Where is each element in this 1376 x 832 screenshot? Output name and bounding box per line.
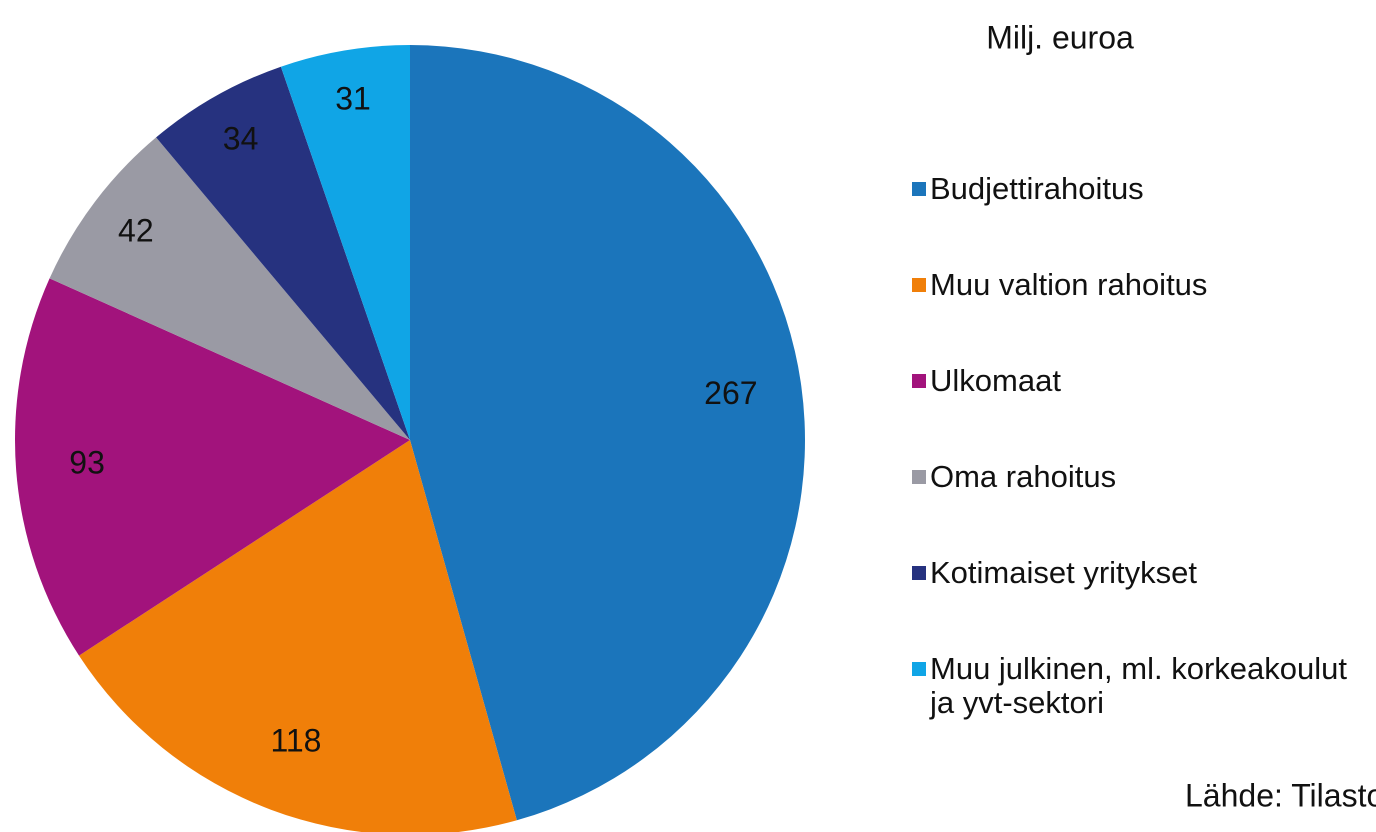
data-label: 118	[270, 723, 321, 759]
legend-item: Kotimaiset yritykset	[912, 556, 1376, 590]
legend-item: Muu julkinen, ml. korkeakoulut ja yvt-se…	[912, 652, 1376, 720]
pie-slice	[14, 278, 410, 656]
pie-slice	[79, 440, 517, 832]
data-label: 267	[704, 375, 757, 411]
data-label: 42	[118, 212, 154, 248]
pie-slice	[410, 45, 805, 821]
pie-slice	[280, 45, 410, 440]
legend-label: Ulkomaat	[930, 363, 1061, 398]
pie-slice	[156, 66, 410, 441]
legend-label: Budjettirahoitus	[930, 171, 1144, 206]
source: Lähde: Tilasto	[1185, 777, 1376, 813]
legend-item: Ulkomaat	[912, 364, 1376, 398]
legend-swatch	[912, 566, 926, 580]
legend-swatch	[912, 662, 926, 676]
legend-label: Kotimaiset yritykset	[930, 555, 1198, 590]
chart-title: Milj. euroa	[986, 19, 1134, 55]
legend-label: Muu valtion rahoitus	[930, 267, 1208, 302]
legend-item: Muu valtion rahoitus	[912, 268, 1376, 302]
data-label: 31	[335, 81, 371, 117]
legend-label: Muu julkinen, ml. korkeakoulut ja yvt-se…	[930, 651, 1347, 720]
legend-swatch	[912, 470, 926, 484]
legend-item: Oma rahoitus	[912, 460, 1376, 494]
legend-swatch	[912, 374, 926, 388]
legend-swatch	[912, 182, 926, 196]
legend-swatch	[912, 278, 926, 292]
legend-label: Oma rahoitus	[930, 459, 1117, 494]
pie-slice	[49, 137, 410, 440]
data-label: 34	[223, 120, 259, 156]
legend-item: Budjettirahoitus	[912, 172, 1376, 206]
data-label: 93	[69, 445, 105, 481]
